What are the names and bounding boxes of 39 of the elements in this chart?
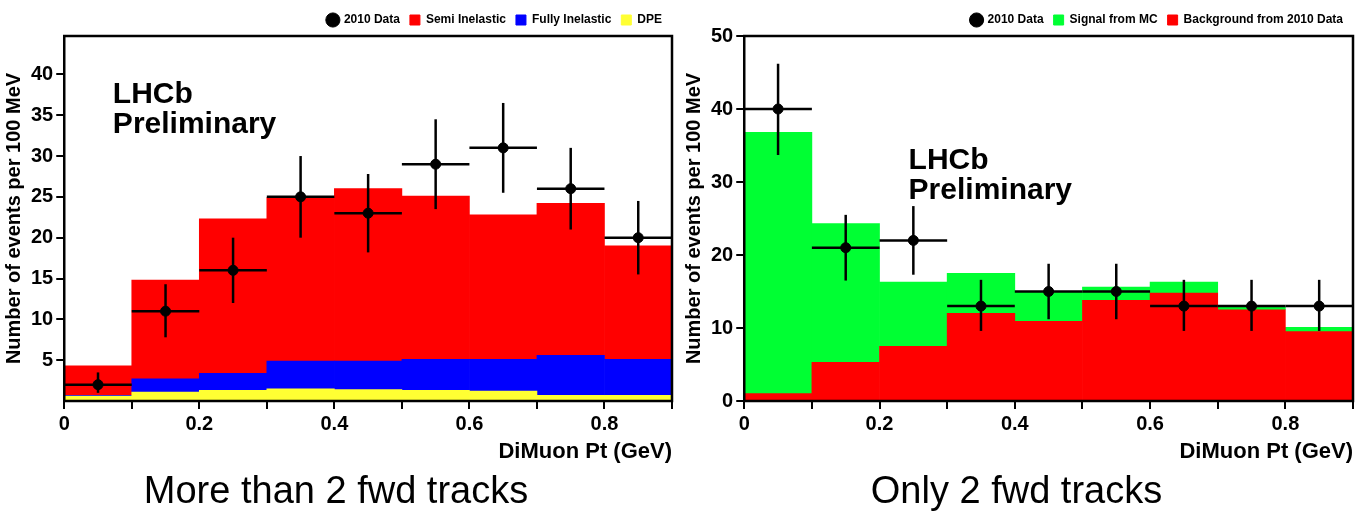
x-tick-label: 0.2 — [865, 411, 894, 434]
x-tick-label: 0.8 — [590, 411, 619, 434]
text: Only 2 fwd tracks — [870, 468, 1163, 511]
legend-label: 2010 Data — [987, 12, 1044, 27]
y-tick-label: 50 — [711, 23, 734, 46]
x-tick-label: 0.4 — [1000, 411, 1030, 434]
legend-label: Semi Inelastic — [425, 12, 507, 27]
y-axis-title: Number of events per 100 MeV — [1, 72, 24, 365]
annotation: LHCb Preliminary — [112, 76, 277, 140]
y-tick-label: 20 — [31, 225, 54, 248]
y-tick-label: 40 — [711, 96, 734, 119]
x-tick-label: 0.2 — [185, 411, 214, 434]
y-tick-label: 0 — [722, 388, 734, 411]
legend-label: DPE — [637, 12, 663, 27]
y-tick-label: 30 — [31, 143, 54, 166]
annotation: LHCb Preliminary — [908, 141, 1073, 205]
y-axis-title: Number of events per 100 MeV — [681, 72, 704, 365]
y-tick-label: 15 — [31, 266, 54, 289]
x-tick-label: 0.6 — [455, 411, 484, 434]
legend-label: Signal from MC — [1069, 12, 1158, 27]
legend-label: 2010 Data — [343, 12, 401, 27]
x-tick-label: 0.6 — [1136, 411, 1164, 434]
x-tick-label: 0.8 — [1271, 411, 1300, 434]
y-tick-label: 35 — [31, 102, 54, 125]
x-tick-label: 0 — [738, 411, 750, 434]
y-tick-label: 5 — [42, 347, 54, 370]
y-tick-label: 40 — [31, 61, 54, 84]
x-axis-title: DiMuon Pt (GeV) — [498, 438, 672, 464]
text: More than 2 fwd tracks — [143, 468, 529, 511]
y-tick-label: 25 — [31, 184, 54, 207]
legend-label: Background from 2010 Data — [1183, 12, 1344, 27]
y-tick-label: 20 — [711, 242, 734, 265]
x-tick-label: 0.4 — [320, 411, 350, 434]
y-tick-label: 10 — [711, 315, 734, 338]
y-tick-label: 30 — [711, 169, 734, 192]
x-tick-label: 0 — [58, 411, 70, 434]
legend-label: Fully Inelastic — [531, 12, 612, 27]
x-axis-title: DiMuon Pt (GeV) — [1179, 438, 1353, 464]
y-tick-label: 10 — [31, 306, 54, 329]
